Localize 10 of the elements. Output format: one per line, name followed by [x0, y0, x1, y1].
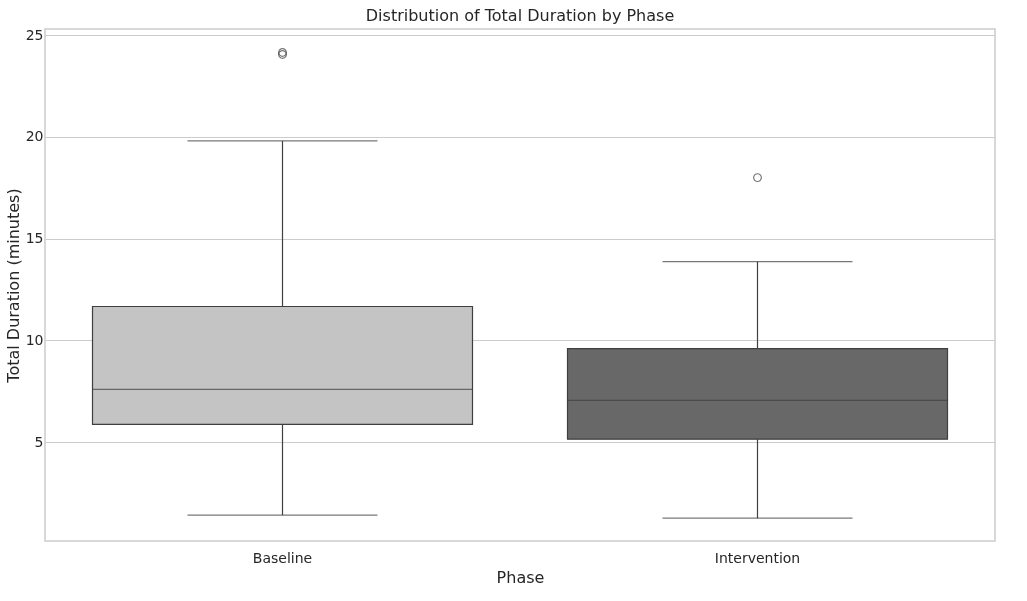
y-tick-label: 15: [25, 230, 44, 247]
x-tick-label: Intervention: [714, 549, 801, 566]
y-tick-label: 20: [25, 128, 44, 145]
y-axis-title: Total Duration (minutes): [3, 188, 23, 384]
y-tick-label: 5: [34, 433, 44, 450]
x-tick-label: Baseline: [252, 549, 313, 566]
y-tick-label: 10: [25, 331, 44, 348]
y-tick-label: 25: [25, 26, 44, 43]
chart-title: Distribution of Total Duration by Phase: [365, 6, 675, 26]
x-axis-title: Phase: [496, 567, 545, 587]
